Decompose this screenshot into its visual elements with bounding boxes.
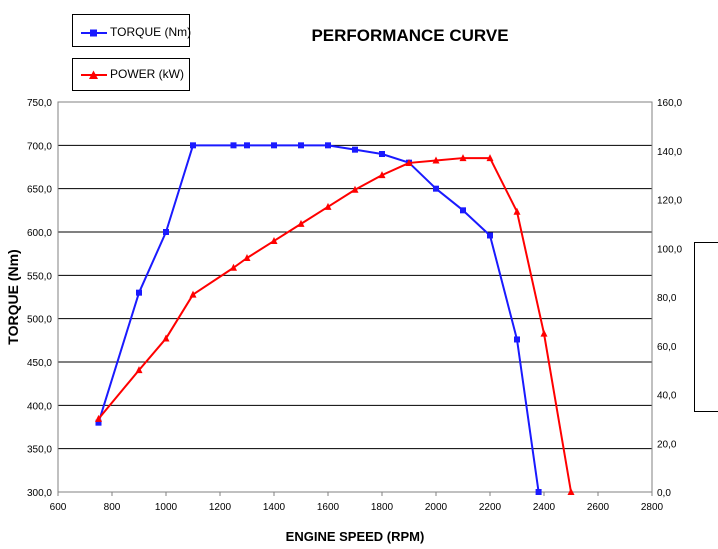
legend-torque: TORQUE (Nm) [72, 14, 191, 47]
power-point [162, 334, 170, 342]
torque-point [379, 151, 385, 157]
torque-point [514, 336, 520, 343]
power-point [189, 290, 197, 298]
y2-tick-label: 80,0 [657, 293, 677, 304]
legend-entry-torque: TORQUE (Nm) [81, 25, 191, 39]
x-axis-label: ENGINE SPEED (RPM) [286, 529, 425, 544]
y2-tick-label: 100,0 [657, 244, 682, 255]
y2-tick-label: 40,0 [657, 391, 677, 402]
x-tick-label: 1800 [371, 502, 394, 513]
legend-power-swatch [81, 69, 107, 79]
x-tick-label: 2400 [533, 502, 556, 513]
legend-power-label: POWER (kW) [110, 67, 184, 81]
torque-point [325, 142, 331, 149]
torque-point [136, 289, 142, 296]
power-point [324, 202, 332, 210]
axis-labels: 300,0 350,0 400,0 450,0 500,0 550,0 600,0 650,0… [5, 98, 713, 544]
torque-point [535, 489, 542, 495]
power-point [378, 171, 386, 179]
torque-point [460, 207, 466, 214]
torque-point [230, 142, 237, 149]
y2-label-frame [694, 242, 718, 412]
torque-point [244, 142, 250, 149]
power-point [243, 254, 251, 261]
power-point [540, 329, 548, 337]
x-tick-label: 2600 [587, 502, 610, 513]
series-layer [95, 142, 575, 495]
power-line [97, 157, 572, 493]
x-tick-label: 2800 [641, 502, 664, 513]
x-tick-label: 1400 [263, 502, 286, 513]
power-point [135, 366, 143, 374]
y2-tick-label: 0,0 [657, 488, 671, 499]
power-point [351, 185, 359, 193]
power-point [95, 414, 102, 422]
legend-torque-label: TORQUE (Nm) [110, 25, 192, 39]
power-point [297, 219, 305, 227]
y-tick-label: 350,0 [27, 445, 52, 456]
y2-tick-label: 20,0 [657, 439, 677, 450]
y-tick-label: 550,0 [27, 271, 52, 282]
x-tick-label: 2000 [425, 502, 448, 513]
y-tick-label: 400,0 [27, 401, 52, 412]
power-point [486, 154, 494, 162]
power-point [432, 156, 440, 164]
y-tick-label: 750,0 [27, 98, 52, 109]
power-point [513, 207, 521, 215]
power-point [567, 488, 575, 495]
torque-point [352, 146, 358, 153]
y-tick-label: 500,0 [27, 315, 52, 326]
power-point [405, 158, 413, 166]
power-point [230, 263, 237, 271]
torque-point [163, 229, 169, 235]
power-point [459, 154, 467, 162]
y-tick-label: 450,0 [27, 358, 52, 369]
torque-point [487, 232, 493, 239]
y2-tick-label: 120,0 [657, 196, 682, 207]
torque-point [190, 142, 196, 149]
chart-title: PERFORMANCE CURVE [311, 26, 509, 45]
y-axis-label: TORQUE (Nm) [5, 249, 21, 344]
x-tick-label: 1600 [317, 502, 340, 513]
torque-point [95, 419, 102, 426]
y-tick-label: 300,0 [27, 488, 52, 499]
legend-entry-power: POWER (kW) [81, 67, 184, 81]
y2-tick-label: 160,0 [657, 98, 682, 109]
y2-tick-label: 60,0 [657, 342, 677, 353]
axes [57, 101, 653, 496]
grid-lines [58, 101, 652, 493]
torque-point [433, 185, 439, 192]
torque-point [271, 142, 277, 149]
torque-point [298, 142, 304, 149]
y-tick-label: 700,0 [27, 141, 52, 152]
legend-torque-swatch [81, 27, 107, 37]
x-tick-label: 1200 [209, 502, 232, 513]
legend-power: POWER (kW) [72, 58, 190, 91]
x-tick-label: 2200 [479, 502, 502, 513]
x-tick-label: 800 [104, 502, 121, 513]
power-point [270, 236, 278, 244]
y-tick-label: 600,0 [27, 228, 52, 239]
x-tick-label: 600 [50, 502, 67, 513]
plot-area [57, 101, 653, 493]
y2-tick-label: 140,0 [657, 147, 682, 158]
x-tick-label: 1000 [155, 502, 178, 513]
y-tick-label: 650,0 [27, 185, 52, 196]
